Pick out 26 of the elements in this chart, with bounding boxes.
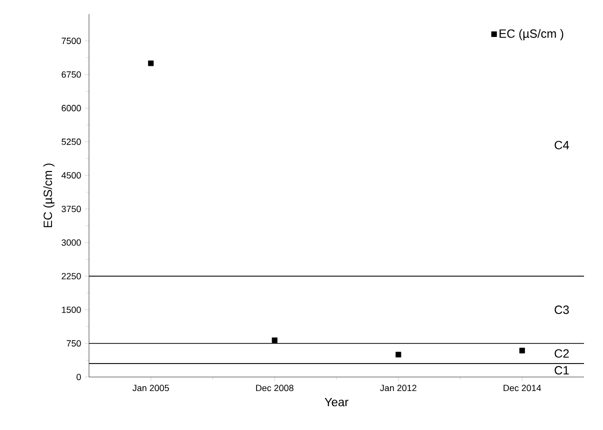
point <box>396 352 402 358</box>
annotation: C3 <box>554 306 569 314</box>
annotation: C1 <box>554 366 569 374</box>
y-tick-label: 0 <box>76 374 81 380</box>
point <box>148 60 154 66</box>
y-tick-label: 750 <box>66 340 81 347</box>
point <box>272 337 278 344</box>
y-tick-label: 7500 <box>62 38 81 44</box>
y-tick-label: 1500 <box>62 306 81 313</box>
y-tick-label: 6000 <box>62 104 81 112</box>
legend-label: EC (µS/cm ) <box>500 29 564 40</box>
y-tick-label: 3000 <box>62 239 81 246</box>
annotation: C2 <box>554 349 569 358</box>
annotation: C4 <box>554 140 570 150</box>
x-tick-label: Dec 2008 <box>256 384 294 392</box>
y-tick-label: 2250 <box>62 272 81 280</box>
y-axis-title: EC (µS/cm ) <box>43 164 54 228</box>
y-tick-label: 4500 <box>61 172 81 179</box>
x-tick-label: Jan 2005 <box>132 384 169 392</box>
y-tick-label: 3750 <box>62 206 81 212</box>
x-tick-label: Dec 2014 <box>504 384 542 392</box>
x-tick-label: Jan 2012 <box>380 384 416 392</box>
y-tick-label: 5250 <box>62 138 81 145</box>
y-tick-label: 6750 <box>62 71 81 78</box>
x-axis-title: Year <box>324 398 348 406</box>
point <box>519 348 525 354</box>
